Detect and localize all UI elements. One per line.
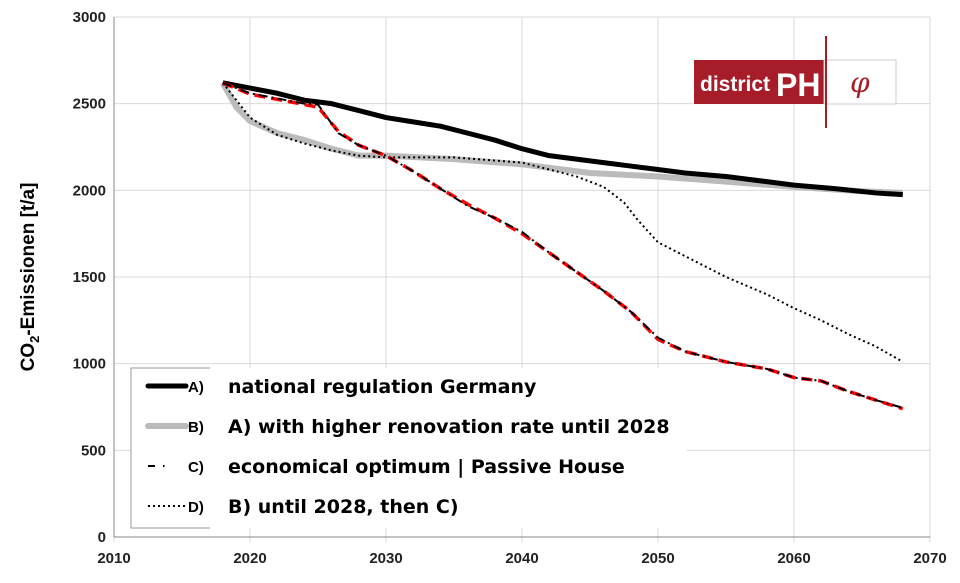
- series-line-red-dashed: [222, 81, 904, 411]
- y-tick-label: 1000: [73, 356, 106, 373]
- series-line-d: [222, 82, 904, 363]
- legend-border: [130, 367, 210, 529]
- x-tick-label: 2010: [97, 550, 130, 567]
- y-label-sub: 2: [27, 336, 42, 343]
- x-tick-label: 2070: [913, 550, 946, 567]
- legend: A) national regulation Germany B) A) with h…: [130, 367, 687, 529]
- y-tick-label: 2500: [73, 96, 106, 113]
- logo: district PH φ: [694, 36, 897, 128]
- legend-key: A): [188, 379, 204, 396]
- legend-label: economical optimum | Passive House: [228, 456, 625, 478]
- legend-key: B): [188, 419, 204, 436]
- legend-key: C): [188, 459, 204, 476]
- x-tick-label: 2020: [233, 550, 266, 567]
- logo-text-district: district: [700, 73, 770, 96]
- y-axis-label: CO2-Emissionen [t/a]: [18, 183, 42, 372]
- logo-red-block: [694, 60, 824, 104]
- y-label-pre: CO: [18, 343, 39, 372]
- legend-label: B) until 2028, then C): [228, 496, 459, 518]
- grid: [113, 16, 931, 542]
- tick-labels: 0 500 1000 1500 2000 2500 3000 2010 2020 2030 2040…: [73, 9, 947, 567]
- logo-white-block: [823, 59, 897, 105]
- y-tick-label: 2000: [73, 182, 106, 199]
- y-tick-label: 1500: [73, 269, 106, 286]
- series-line-c: [222, 81, 904, 409]
- x-tick-label: 2040: [505, 550, 538, 567]
- series-lines: [220, 80, 904, 411]
- legend-label: national regulation Germany: [228, 376, 537, 398]
- legend-key: D): [188, 499, 204, 516]
- logo-text-ph: PH: [776, 67, 820, 103]
- y-tick-label: 500: [81, 442, 106, 459]
- y-label-post: -Emissionen [t/a]: [18, 183, 39, 336]
- y-tick-label: 3000: [73, 9, 106, 26]
- y-tick-label: 0: [98, 529, 106, 546]
- logo-phi-symbol: φ: [850, 66, 870, 99]
- x-tick-label: 2050: [641, 550, 674, 567]
- x-tick-label: 2060: [777, 550, 810, 567]
- legend-label: A) with higher renovation rate until 202…: [228, 416, 670, 438]
- x-tick-label: 2030: [369, 550, 402, 567]
- legend-box: [131, 368, 687, 528]
- series-line-a: [222, 80, 903, 198]
